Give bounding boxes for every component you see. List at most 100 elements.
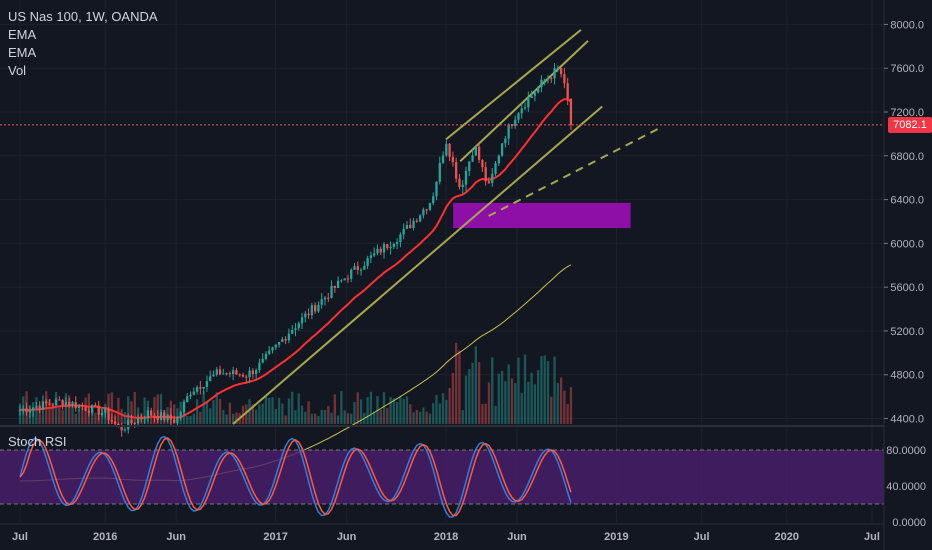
volume-bar: [402, 398, 405, 424]
candle-body: [51, 404, 54, 406]
candle-body: [195, 387, 199, 392]
candle-body: [468, 161, 471, 171]
volume-bar: [432, 403, 435, 424]
candle-body: [487, 181, 491, 184]
candle-body: [520, 108, 523, 114]
candle-body: [310, 305, 314, 316]
volume-bar: [232, 413, 235, 424]
stoch-rsi-label[interactable]: Stoch RSI: [8, 434, 67, 449]
candle-body: [386, 244, 389, 249]
stoch-tick-label: 40.0000: [886, 481, 926, 493]
candle-body: [543, 79, 546, 81]
candle-body: [504, 138, 507, 144]
candle-body: [350, 269, 353, 279]
candle-body: [146, 410, 150, 419]
volume-bar: [123, 412, 127, 424]
price-tick-label: 7200.0: [890, 107, 924, 119]
volume-bar: [143, 397, 146, 424]
volume-bar: [258, 404, 261, 424]
symbol-title[interactable]: US Nas 100, 1W, OANDA: [8, 9, 158, 24]
candle-body: [491, 173, 494, 184]
volume-bar: [172, 404, 176, 424]
candle-body: [261, 358, 264, 363]
candle-body: [25, 408, 28, 413]
time-tick-label: 2018: [434, 531, 458, 543]
candle-body: [353, 266, 356, 270]
candle-body: [136, 418, 140, 424]
candle-body: [202, 386, 205, 389]
volume-bar: [468, 369, 471, 424]
volume-bar: [300, 405, 304, 424]
candle-body: [192, 391, 195, 395]
candle-body: [41, 401, 45, 410]
volume-bar: [74, 413, 77, 424]
volume-bar: [425, 411, 428, 424]
volume-bar: [553, 356, 556, 424]
candle-body: [553, 68, 556, 79]
volume-bar: [507, 364, 510, 424]
channel-upper-line-2: [459, 40, 589, 162]
volume-bar: [202, 391, 205, 424]
volume-bar: [373, 411, 376, 424]
candle-body: [74, 402, 77, 409]
volume-bar: [327, 406, 330, 424]
candle-body: [481, 159, 484, 168]
volume-bar: [461, 410, 464, 424]
candle-body: [31, 407, 35, 411]
candle-body: [330, 285, 333, 298]
candle-body: [395, 241, 399, 244]
volume-bar: [77, 409, 81, 424]
volume-bar: [517, 357, 520, 424]
volume-bar: [412, 412, 415, 424]
candle-body: [317, 304, 320, 312]
volume-bar: [556, 382, 559, 424]
volume-bar: [336, 415, 340, 424]
volume-bar: [192, 413, 195, 424]
volume-bar: [199, 411, 202, 424]
vol-legend[interactable]: Vol: [8, 63, 27, 78]
candle-body: [376, 248, 379, 254]
price-axis[interactable]: 8000.0 7600.0 7200.0 6800.0 6400.0 6000.0 5600…: [883, 0, 932, 550]
ema-legend-1[interactable]: EMA: [8, 27, 37, 42]
candle-body: [464, 170, 468, 185]
candle-body: [369, 255, 373, 258]
volume-bar: [150, 412, 153, 424]
volume-bar: [127, 396, 130, 424]
candle-body: [477, 146, 481, 160]
time-tick-label: 2020: [775, 531, 799, 543]
candle-body: [215, 369, 218, 375]
candle-body: [484, 167, 487, 182]
candle-body: [100, 412, 104, 415]
volume-bar: [120, 409, 123, 424]
volume-bar: [491, 357, 494, 424]
candle-body: [494, 163, 497, 174]
price-axis-bg: [884, 0, 932, 550]
candle-body: [199, 387, 202, 389]
volume-bar: [215, 392, 218, 424]
volume-bar: [520, 392, 523, 424]
candle-body: [540, 79, 543, 88]
volume-bar: [523, 354, 527, 424]
time-axis[interactable]: Jul 2016 Jun 2017 Jun 2018 Jun 2019 Jul 2020 Jul: [0, 523, 884, 543]
volume-bar: [254, 409, 258, 424]
candle-body: [104, 408, 107, 413]
volume-bar: [307, 401, 310, 424]
candle-body: [307, 313, 310, 316]
candle-body: [497, 155, 500, 164]
candle-body: [71, 402, 74, 406]
candle-body: [264, 353, 268, 359]
candle-body: [251, 370, 254, 375]
candle-body: [474, 146, 477, 156]
ema-legend-2[interactable]: EMA: [8, 45, 37, 60]
volume-bar: [281, 403, 284, 424]
volume-bar: [438, 403, 441, 424]
candle-body: [189, 394, 192, 397]
candle-body: [523, 107, 527, 109]
time-tick-label: Jul: [12, 531, 28, 543]
volume-bar: [409, 404, 412, 424]
volume-bar: [484, 403, 487, 424]
volume-bar: [543, 355, 546, 424]
candle-body: [343, 278, 346, 281]
candle-body: [35, 406, 38, 408]
